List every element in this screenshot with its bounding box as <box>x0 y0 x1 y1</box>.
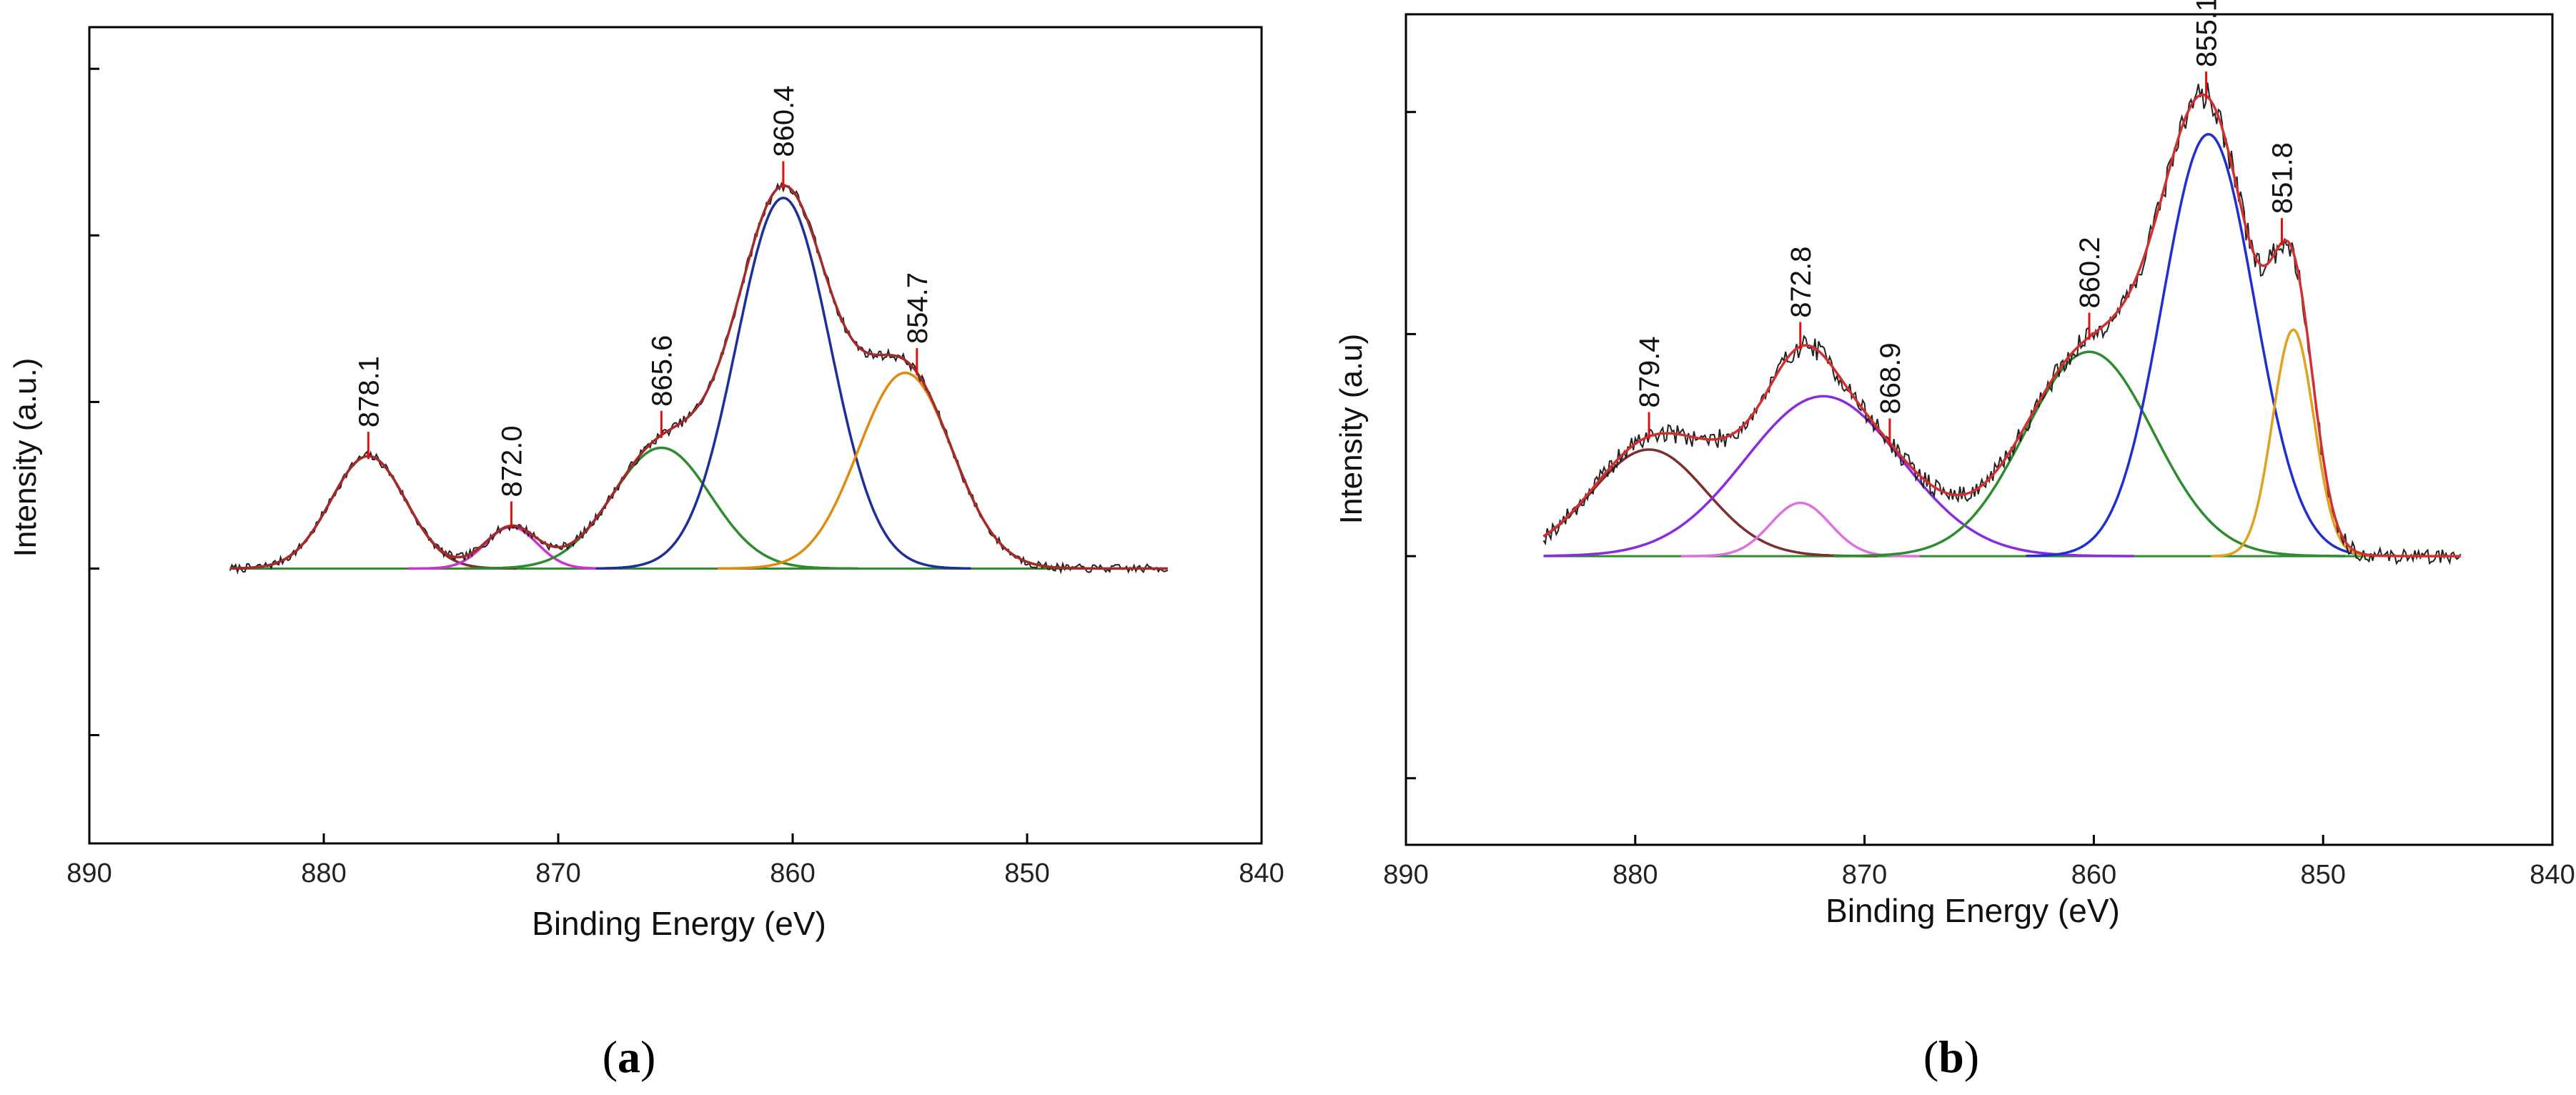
peak-label-a-3: 865.6 <box>646 335 678 407</box>
chart-panel-b: Binding Energy (eV) Intensity (a.u) 890 8… <box>1334 0 2575 1082</box>
peak-label-a-5: 854.7 <box>902 272 933 344</box>
peak-component-a-4 <box>595 197 971 570</box>
peak-component-b-2 <box>1543 395 2134 558</box>
fit-envelope-a <box>229 184 1168 570</box>
x-tick-label-b: 880 <box>1613 860 1658 890</box>
x-tick-label-a: 880 <box>301 858 346 888</box>
peak-label-a-2: 872.0 <box>496 425 527 497</box>
peak-label-b-4: 860.2 <box>2074 237 2106 308</box>
fit-envelope-b <box>1542 93 2461 558</box>
panel-letter-b: b <box>1938 1031 1964 1082</box>
peak-label-b-1: 879.4 <box>1634 336 1665 407</box>
peak-label-b-3: 868.9 <box>1875 342 1906 414</box>
chart-panel-a: Binding Energy (eV) Intensity (a.u.) 890… <box>8 26 1284 1082</box>
panel-letter-a: a <box>618 1031 640 1082</box>
y-axis-label-b: Intensity (a.u) <box>1334 334 1369 525</box>
plot-content-a: 890 880 870 860 850 840 878.1 872.0 865.6 860.4 85… <box>66 67 1284 888</box>
x-tick-label-a: 850 <box>1004 858 1049 888</box>
x-tick-label-b: 850 <box>2300 860 2345 890</box>
peak-component-b-3 <box>1681 501 1920 558</box>
panel-label-a: (a) <box>603 1031 656 1082</box>
panel-label-b: (b) <box>1923 1031 1979 1082</box>
x-tick-label-a: 870 <box>535 858 580 888</box>
peak-component-a-5 <box>717 371 1093 570</box>
peak-label-a-4: 860.4 <box>768 86 800 157</box>
raw-spectrum-b <box>1542 82 2462 565</box>
x-tick-label-a: 860 <box>770 858 815 888</box>
x-tick-label-a: 890 <box>66 858 112 888</box>
peak-label-b-5: 855.1 <box>2191 0 2223 67</box>
plot-frame-b <box>1405 13 2554 846</box>
peak-label-a-1: 878.1 <box>353 356 385 427</box>
peak-component-b-1 <box>1542 448 1878 558</box>
peak-label-b-2: 872.8 <box>1785 247 1817 318</box>
peak-component-b-6 <box>2211 328 2375 558</box>
peak-component-b-5 <box>2026 133 2392 558</box>
plot-frame-a <box>88 26 1263 845</box>
y-axis-label-a: Intensity (a.u.) <box>8 358 43 558</box>
x-tick-label-b: 840 <box>2530 860 2575 890</box>
x-axis-label-a: Binding Energy (eV) <box>532 905 826 942</box>
x-tick-label-b: 890 <box>1383 860 1428 890</box>
plot-content-b: 890 880 870 860 850 840 879.4 872.8 868.9 860.2 85… <box>1383 0 2575 890</box>
x-axis-label-b: Binding Energy (eV) <box>1826 892 2120 929</box>
x-tick-label-a: 840 <box>1239 858 1284 888</box>
peak-label-b-6: 851.8 <box>2267 142 2298 214</box>
x-tick-label-b: 860 <box>2071 860 2116 890</box>
peak-component-b-4 <box>1833 350 2345 558</box>
peak-component-a-3 <box>464 446 858 570</box>
x-tick-label-b: 870 <box>1842 860 1887 890</box>
